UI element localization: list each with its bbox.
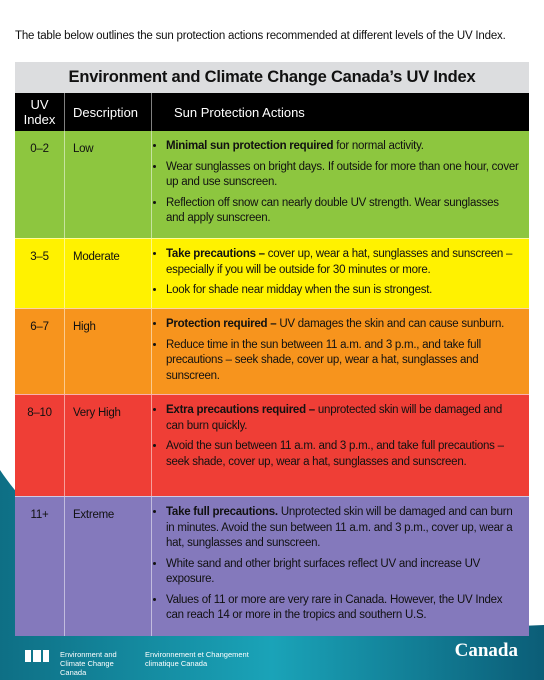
wordmark: Canada xyxy=(454,640,518,661)
action-item: Take precautions – cover up, wear a hat,… xyxy=(166,247,519,278)
action-emphasis: Take full precautions. xyxy=(166,506,278,518)
description: Extreme xyxy=(65,497,152,636)
department-fr: Environnement et Changement climatique C… xyxy=(145,650,249,668)
table-row: 11+Extreme Take full precautions. Unprote… xyxy=(15,496,529,636)
action-emphasis: Take precautions – xyxy=(166,248,265,260)
action-emphasis: Extra precautions required – xyxy=(166,404,315,416)
uv-index: 8–10 xyxy=(15,395,65,496)
actions: Extra precautions required – unprotected… xyxy=(152,395,529,496)
action-item: Look for shade near midday when the sun … xyxy=(166,283,519,299)
department-en: Environment and Climate Change Canada xyxy=(60,650,117,677)
action-item: Wear sunglasses on bright days. If outsi… xyxy=(166,160,519,191)
action-text: White sand and other bright surfaces ref… xyxy=(166,557,481,586)
action-text: Avoid the sun between 11 a.m. and 3 p.m.… xyxy=(166,440,504,468)
actions: Take precautions – cover up, wear a hat,… xyxy=(152,239,529,308)
action-text: cover up, wear a hat, sunglasses and sun… xyxy=(166,248,513,276)
header-cell: Description xyxy=(65,93,152,131)
action-item: Minimal sun protection required for norm… xyxy=(166,139,519,155)
header-cell: UV Index xyxy=(15,93,65,131)
uv-index: 3–5 xyxy=(15,239,65,308)
action-text: Wear sunglasses on bright days. If outsi… xyxy=(166,160,519,189)
action-item: Values of 11 or more are very rare in Ca… xyxy=(166,593,519,624)
description: Very High xyxy=(65,395,152,496)
header-row: UV Index Description Sun Protection Acti… xyxy=(15,93,529,131)
uv-index: 0–2 xyxy=(15,131,65,238)
action-text: UV damages the skin and can cause sunbur… xyxy=(276,318,505,330)
action-text: for normal activity. xyxy=(333,140,424,152)
action-emphasis: Protection required – xyxy=(166,318,277,330)
action-item: Extra precautions required – unprotected… xyxy=(166,403,519,434)
action-list: Extra precautions required – unprotected… xyxy=(152,395,529,470)
actions: Take full precautions. Unprotected skin … xyxy=(152,497,529,636)
action-list: Minimal sun protection required for norm… xyxy=(152,131,529,227)
description: High xyxy=(65,309,152,394)
action-item: White sand and other bright surfaces ref… xyxy=(166,557,519,588)
action-text: Values of 11 or more are very rare in Ca… xyxy=(166,593,503,622)
action-item: Avoid the sun between 11 a.m. and 3 p.m.… xyxy=(166,439,519,470)
action-text: Look for shade near midday when the sun … xyxy=(166,284,433,296)
action-emphasis: Minimal sun protection required xyxy=(166,140,334,152)
table-title: Environment and Climate Change Canada’s … xyxy=(15,62,529,93)
description: Low xyxy=(65,131,152,238)
uv-index: 11+ xyxy=(15,497,65,636)
footer: Environment and Climate Change Canada En… xyxy=(0,640,544,680)
intro-text: The table below outlines the sun protect… xyxy=(15,30,506,42)
action-item: Reduce time in the sun between 11 a.m. a… xyxy=(166,338,519,385)
actions: Protection required – UV damages the ski… xyxy=(152,309,529,394)
action-item: Take full precautions. Unprotected skin … xyxy=(166,505,519,552)
actions: Minimal sun protection required for norm… xyxy=(152,131,529,238)
action-item: Protection required – UV damages the ski… xyxy=(166,317,519,333)
action-list: Take full precautions. Unprotected skin … xyxy=(152,497,529,624)
action-text: Unprotected skin will be damaged and can… xyxy=(166,506,513,549)
uv-index: 6–7 xyxy=(15,309,65,394)
action-list: Protection required – UV damages the ski… xyxy=(152,309,529,384)
header-cell: Sun Protection Actions xyxy=(174,104,305,120)
uv-table: Environment and Climate Change Canada’s … xyxy=(15,62,529,636)
action-text: unprotected skin will be damaged and can… xyxy=(166,404,502,432)
action-list: Take precautions – cover up, wear a hat,… xyxy=(152,239,529,299)
flag-icon xyxy=(25,650,49,662)
action-item: Reflection off snow can nearly double UV… xyxy=(166,196,519,227)
description: Moderate xyxy=(65,239,152,308)
action-text: Reflection off snow can nearly double UV… xyxy=(166,196,499,225)
action-text: Reduce time in the sun between 11 a.m. a… xyxy=(166,338,481,382)
